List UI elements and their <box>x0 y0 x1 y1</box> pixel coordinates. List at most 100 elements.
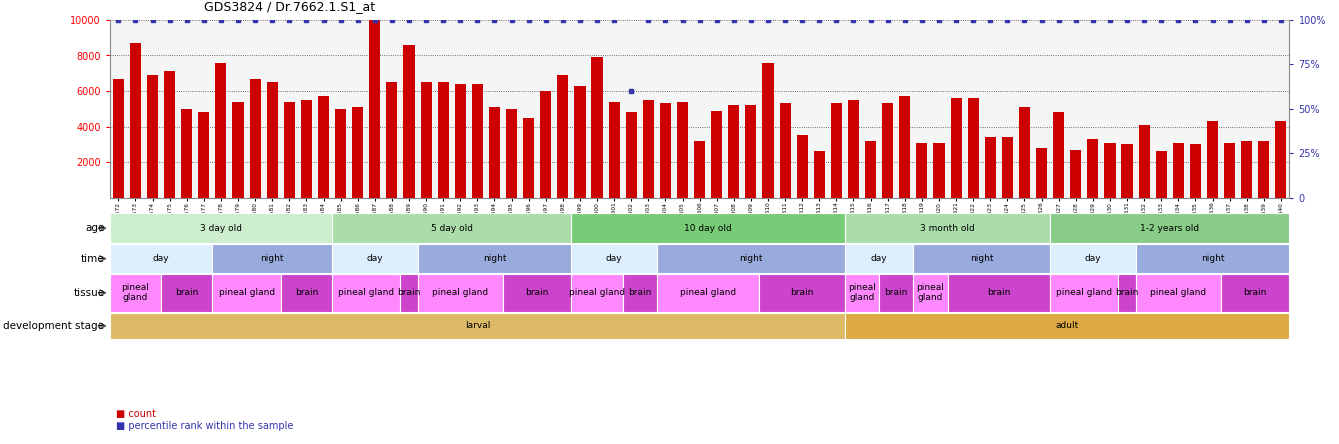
Text: 10 day old: 10 day old <box>684 224 732 233</box>
Bar <box>845 274 880 312</box>
Text: night: night <box>483 254 506 263</box>
Point <box>1014 16 1035 24</box>
Bar <box>830 103 842 198</box>
Bar <box>387 82 398 198</box>
Bar <box>657 244 845 273</box>
Text: brain: brain <box>790 288 814 297</box>
Bar <box>301 100 312 198</box>
Text: brain: brain <box>398 288 420 297</box>
Point <box>586 16 608 24</box>
Bar <box>848 100 860 198</box>
Point <box>175 16 197 24</box>
Text: 3 day old: 3 day old <box>200 224 242 233</box>
Point <box>450 16 471 24</box>
Text: day: day <box>1085 254 1101 263</box>
Bar <box>643 100 653 198</box>
Bar <box>657 274 759 312</box>
Point <box>1117 16 1138 24</box>
Bar <box>1206 121 1218 198</box>
Point <box>688 16 710 24</box>
Text: brain: brain <box>628 288 652 297</box>
Point <box>911 16 932 24</box>
Text: pineal gland: pineal gland <box>1056 288 1113 297</box>
Bar <box>1221 274 1289 312</box>
Bar <box>1135 274 1221 312</box>
Bar <box>506 109 517 198</box>
Bar <box>110 313 845 339</box>
Bar <box>455 84 466 198</box>
Bar <box>489 107 499 198</box>
Bar <box>110 213 332 243</box>
Point <box>107 16 129 24</box>
Point <box>1168 16 1189 24</box>
Bar <box>1019 107 1030 198</box>
Bar <box>797 135 807 198</box>
Bar <box>540 91 552 198</box>
Bar <box>746 105 757 198</box>
Bar <box>198 112 209 198</box>
Point <box>996 16 1018 24</box>
Text: day: day <box>605 254 623 263</box>
Point <box>1185 16 1206 24</box>
Point <box>1133 16 1154 24</box>
Bar <box>625 112 637 198</box>
Text: 3 month old: 3 month old <box>920 224 975 233</box>
Bar <box>1122 144 1133 198</box>
Point <box>467 16 489 24</box>
Point <box>1218 16 1240 24</box>
Bar <box>181 109 193 198</box>
Point <box>1271 16 1292 24</box>
Bar <box>728 105 739 198</box>
Point <box>125 16 146 24</box>
Text: pineal gland: pineal gland <box>680 288 736 297</box>
Point <box>809 16 830 24</box>
Point <box>620 87 641 95</box>
Bar <box>1052 112 1065 198</box>
Point <box>210 16 232 24</box>
Bar <box>332 213 572 243</box>
Bar <box>845 244 913 273</box>
Point <box>980 16 1002 24</box>
Bar <box>968 98 979 198</box>
Point <box>536 16 557 24</box>
Bar <box>609 102 620 198</box>
Bar <box>1275 121 1287 198</box>
Point <box>398 16 419 24</box>
Bar <box>845 213 1050 243</box>
Bar <box>845 313 1289 339</box>
Bar <box>1173 143 1184 198</box>
Text: pineal
gland: pineal gland <box>916 283 944 302</box>
Bar <box>335 109 347 198</box>
Bar <box>266 82 277 198</box>
Point <box>1099 16 1121 24</box>
Text: night: night <box>969 254 994 263</box>
Text: 1-2 years old: 1-2 years old <box>1141 224 1200 233</box>
Bar <box>352 107 363 198</box>
Point <box>637 16 659 24</box>
Text: adult: adult <box>1055 321 1079 330</box>
Bar <box>213 274 281 312</box>
Point <box>758 16 779 24</box>
Text: day: day <box>870 254 888 263</box>
Point <box>723 16 744 24</box>
Bar <box>1002 137 1012 198</box>
Point <box>518 16 540 24</box>
Point <box>279 16 300 24</box>
Text: pineal gland: pineal gland <box>432 288 489 297</box>
Bar <box>660 103 671 198</box>
Point <box>1253 16 1275 24</box>
Point <box>501 16 522 24</box>
Text: ■ percentile rank within the sample: ■ percentile rank within the sample <box>116 421 293 431</box>
Point <box>877 16 898 24</box>
Bar <box>213 244 332 273</box>
Bar <box>1050 213 1289 243</box>
Point <box>432 16 454 24</box>
Bar <box>592 57 603 198</box>
Bar <box>1050 244 1135 273</box>
Bar <box>370 20 380 198</box>
Point <box>894 16 916 24</box>
Text: development stage: development stage <box>4 321 104 331</box>
Point <box>364 16 386 24</box>
Bar <box>1259 141 1269 198</box>
Text: pineal gland: pineal gland <box>218 288 274 297</box>
